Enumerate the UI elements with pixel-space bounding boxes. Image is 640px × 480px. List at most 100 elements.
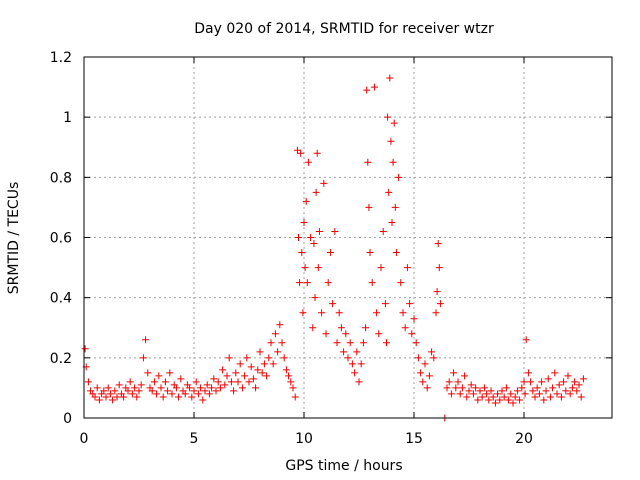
data-point xyxy=(256,348,264,356)
data-point xyxy=(188,393,196,401)
data-point xyxy=(113,393,121,401)
data-point xyxy=(102,393,110,401)
data-point xyxy=(150,378,158,386)
data-point xyxy=(351,369,359,377)
data-point xyxy=(295,234,302,241)
data-point xyxy=(254,366,262,374)
data-point xyxy=(507,390,515,398)
data-point xyxy=(148,387,156,395)
y-tick-label: 1 xyxy=(63,110,72,126)
data-point xyxy=(258,369,266,377)
data-point xyxy=(498,387,506,395)
data-point xyxy=(538,378,546,386)
data-point xyxy=(225,354,233,362)
data-point xyxy=(263,372,271,380)
data-point xyxy=(365,203,373,211)
data-point xyxy=(326,249,334,257)
x-tick-label: 20 xyxy=(515,431,533,447)
data-point xyxy=(297,149,305,157)
data-point xyxy=(387,137,395,145)
data-point xyxy=(478,393,486,401)
data-point xyxy=(566,390,574,398)
data-point xyxy=(320,179,328,187)
data-point xyxy=(164,387,172,395)
data-point xyxy=(106,390,114,398)
data-point xyxy=(568,384,576,392)
data-point xyxy=(109,396,117,404)
data-point xyxy=(243,354,251,362)
data-point xyxy=(245,378,253,386)
x-tick-label: 10 xyxy=(295,431,313,447)
data-point xyxy=(557,393,565,401)
data-point xyxy=(128,390,136,398)
data-point xyxy=(362,324,370,332)
data-point xyxy=(236,360,244,368)
data-point xyxy=(406,300,414,308)
x-tick-label: 5 xyxy=(190,431,199,447)
data-point xyxy=(247,363,255,371)
data-point xyxy=(549,384,557,392)
data-point xyxy=(111,387,119,395)
data-point xyxy=(516,396,524,404)
data-point xyxy=(433,288,441,296)
data-point xyxy=(531,393,539,401)
data-point xyxy=(227,378,235,386)
data-point xyxy=(399,309,407,317)
data-point xyxy=(342,330,350,338)
data-point xyxy=(469,390,477,398)
data-point xyxy=(241,372,249,380)
data-point xyxy=(452,384,460,392)
data-point xyxy=(542,387,550,395)
data-point xyxy=(485,396,493,404)
data-point xyxy=(331,227,339,235)
data-point xyxy=(139,354,147,362)
data-point xyxy=(177,375,185,383)
data-point xyxy=(298,249,306,257)
data-point xyxy=(157,384,165,392)
data-point xyxy=(461,372,469,380)
data-point xyxy=(383,339,390,347)
data-point xyxy=(551,369,559,377)
data-point xyxy=(307,234,315,241)
data-point xyxy=(234,378,242,386)
data-point xyxy=(555,381,563,389)
data-point xyxy=(527,378,535,386)
data-point xyxy=(529,387,537,395)
data-point xyxy=(435,264,443,272)
data-point xyxy=(579,375,587,383)
data-point xyxy=(520,378,528,386)
data-point xyxy=(302,197,310,205)
data-point xyxy=(219,366,227,374)
data-point xyxy=(401,324,409,332)
data-point xyxy=(403,264,411,272)
data-point xyxy=(91,393,99,401)
data-point xyxy=(329,300,337,308)
data-point xyxy=(186,384,194,392)
data-point xyxy=(505,396,513,404)
y-tick-label: 0.2 xyxy=(50,351,72,367)
data-point xyxy=(249,375,257,383)
data-point xyxy=(386,74,394,82)
data-point xyxy=(474,396,482,404)
data-point xyxy=(212,387,220,395)
data-point xyxy=(425,372,433,380)
data-point xyxy=(285,372,293,380)
data-point xyxy=(575,381,583,389)
y-tick-label: 0.4 xyxy=(50,291,72,307)
data-point xyxy=(390,119,398,127)
y-axis-ticks: 0 0.2 0.4 0.6 0.8 1 1.2 xyxy=(50,50,612,427)
data-point xyxy=(252,384,260,392)
plot-frame xyxy=(83,56,613,419)
data-point xyxy=(577,393,585,401)
data-point xyxy=(93,384,101,392)
data-point xyxy=(454,378,462,386)
data-point xyxy=(533,384,541,392)
data-point xyxy=(450,369,458,377)
data-point xyxy=(115,381,123,389)
y-axis-title: SRMTID / TECUs xyxy=(6,182,22,295)
data-point xyxy=(214,378,222,386)
data-point xyxy=(232,369,240,377)
grid-lines xyxy=(84,57,612,418)
data-point xyxy=(458,384,466,392)
data-point xyxy=(491,399,499,407)
